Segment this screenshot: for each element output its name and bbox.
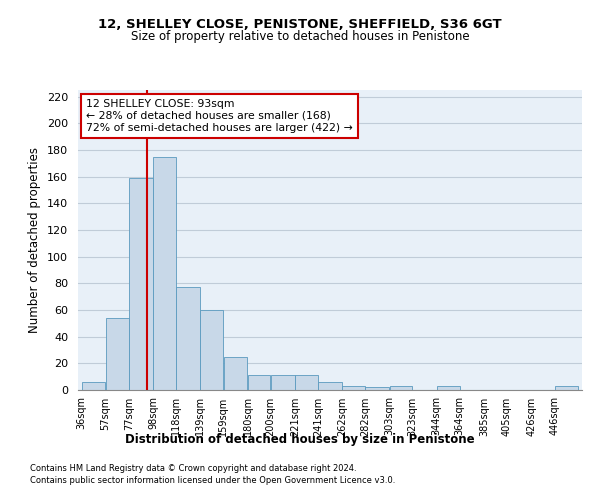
Bar — [129, 178, 153, 390]
Bar — [153, 156, 176, 390]
Bar — [318, 382, 342, 390]
Bar — [437, 386, 460, 390]
Y-axis label: Number of detached properties: Number of detached properties — [28, 147, 41, 333]
Text: 12, SHELLEY CLOSE, PENISTONE, SHEFFIELD, S36 6GT: 12, SHELLEY CLOSE, PENISTONE, SHEFFIELD,… — [98, 18, 502, 30]
Text: Size of property relative to detached houses in Penistone: Size of property relative to detached ho… — [131, 30, 469, 43]
Bar — [365, 388, 389, 390]
Text: 12 SHELLEY CLOSE: 93sqm
← 28% of detached houses are smaller (168)
72% of semi-d: 12 SHELLEY CLOSE: 93sqm ← 28% of detache… — [86, 100, 353, 132]
Bar — [389, 386, 412, 390]
Bar — [271, 376, 295, 390]
Bar — [82, 382, 106, 390]
Bar — [176, 288, 200, 390]
Text: Distribution of detached houses by size in Penistone: Distribution of detached houses by size … — [125, 432, 475, 446]
Bar — [106, 318, 128, 390]
Bar — [248, 376, 271, 390]
Text: Contains public sector information licensed under the Open Government Licence v3: Contains public sector information licen… — [30, 476, 395, 485]
Text: Contains HM Land Registry data © Crown copyright and database right 2024.: Contains HM Land Registry data © Crown c… — [30, 464, 356, 473]
Bar — [200, 310, 223, 390]
Bar — [343, 386, 365, 390]
Bar — [295, 376, 317, 390]
Bar — [554, 386, 578, 390]
Bar — [224, 356, 247, 390]
